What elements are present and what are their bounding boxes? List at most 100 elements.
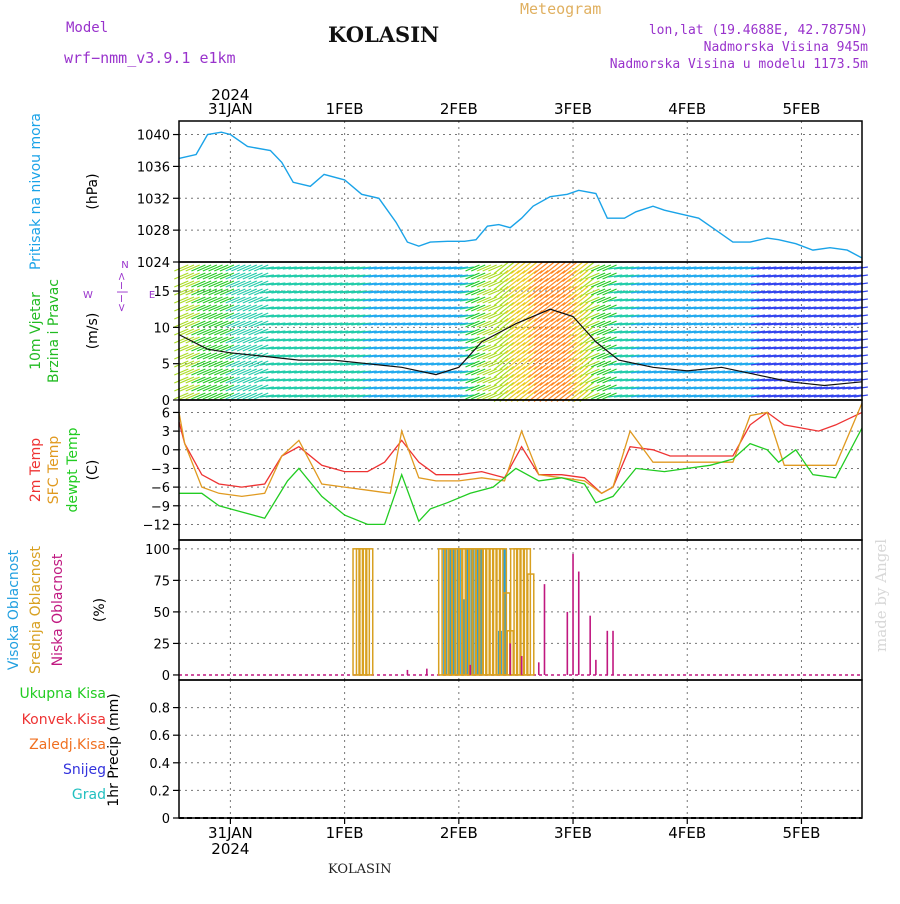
wind-barb [516,326,532,338]
wind-barb [825,362,840,366]
wind-barb [219,320,235,328]
wind-barb [825,378,840,382]
wind-barb [282,290,297,294]
wind-barb [762,386,777,390]
wind-barb [579,310,595,322]
wind-barb [733,314,749,318]
wind-barb [836,346,851,350]
wind-barb [374,282,389,286]
wind-barb [328,266,343,270]
wind-barb [436,290,452,294]
wind-barb [202,272,218,280]
wind-barb [625,266,640,270]
wind-barb [459,338,474,342]
wind-barb [265,306,280,310]
wind-barb [288,346,303,350]
wind-barb [493,350,509,362]
wind-barb [488,376,503,384]
wind-barb [185,384,200,392]
y-tick-label-clouds: 0 [162,669,170,684]
wind-barb [808,330,823,334]
wind-barb [711,330,726,334]
wind-barb [739,274,754,278]
wind-barb [545,262,560,274]
wind-barb [653,298,669,302]
wind-barb [745,306,760,310]
wind-barb [476,392,492,400]
wind-barb [790,290,806,294]
wind-barb [179,368,195,376]
wind-barb [808,346,823,350]
wind-barb [802,338,817,342]
wind-barb [362,330,377,334]
panel-frame-temperature [178,399,863,541]
wind-barb [756,346,771,350]
wind-barb [242,272,258,280]
wind-barb [745,298,760,302]
wind-barb [248,288,263,296]
wind-barb [465,360,480,368]
wind-barb [402,354,417,358]
wind-barb [408,386,423,390]
wind-barb [671,266,686,270]
wind-barb [699,346,714,350]
wind-barb [265,338,280,342]
wind-barb [819,362,834,366]
wind-barb [299,346,315,350]
wind-barb [316,274,332,278]
wind-barb [728,346,743,350]
wind-barb [819,314,834,318]
wind-barb [808,378,823,382]
wind-barb [596,328,612,336]
wind-barb [328,386,343,390]
wind-barb [242,304,258,312]
wind-barb [208,264,223,272]
wind-barb [505,366,520,378]
wind-barb [745,354,760,358]
wind-barb [773,354,788,358]
wind-barb [653,266,669,270]
wind-barb [288,370,303,374]
unit-label-precip: 1hr Precip (mm) [106,693,122,806]
wind-barb [488,296,503,304]
wind-barb [316,354,332,358]
wind-barb [522,318,538,330]
wind-barb [819,290,834,294]
wind-barb [225,280,240,288]
wind-barb [567,262,583,274]
wind-barb [488,320,503,328]
bottom-date-label: 3FEB [554,824,592,842]
wind-barb [259,346,275,350]
wind-barb [562,278,577,290]
wind-barb [305,346,320,350]
wind-barb [585,296,600,304]
wind-barb [773,330,788,334]
wind-barb [396,378,412,382]
wind-barb [362,394,377,398]
wind-barb [550,310,566,322]
wind-barb [214,384,229,392]
wind-barb [271,314,286,318]
wind-barb [676,362,691,366]
wind-barb [779,394,794,398]
wind-barb [425,274,440,278]
wind-barb [665,306,680,310]
wind-barb [368,306,383,310]
wind-barb [699,282,714,286]
wind-barb [768,290,783,294]
wind-barb [790,338,806,342]
wind-barb [299,306,315,310]
wind-barb [848,386,863,390]
wind-barb [705,298,720,302]
wind-barb [265,274,280,278]
wind-barb [745,386,760,390]
wind-barb [733,354,749,358]
wind-barb [688,282,703,286]
wind-barb [785,298,800,302]
wind-barb [790,346,806,350]
wind-barb [682,338,697,342]
wind-barb [488,368,503,376]
wind-barb [728,306,743,310]
wind-barb [636,330,651,334]
